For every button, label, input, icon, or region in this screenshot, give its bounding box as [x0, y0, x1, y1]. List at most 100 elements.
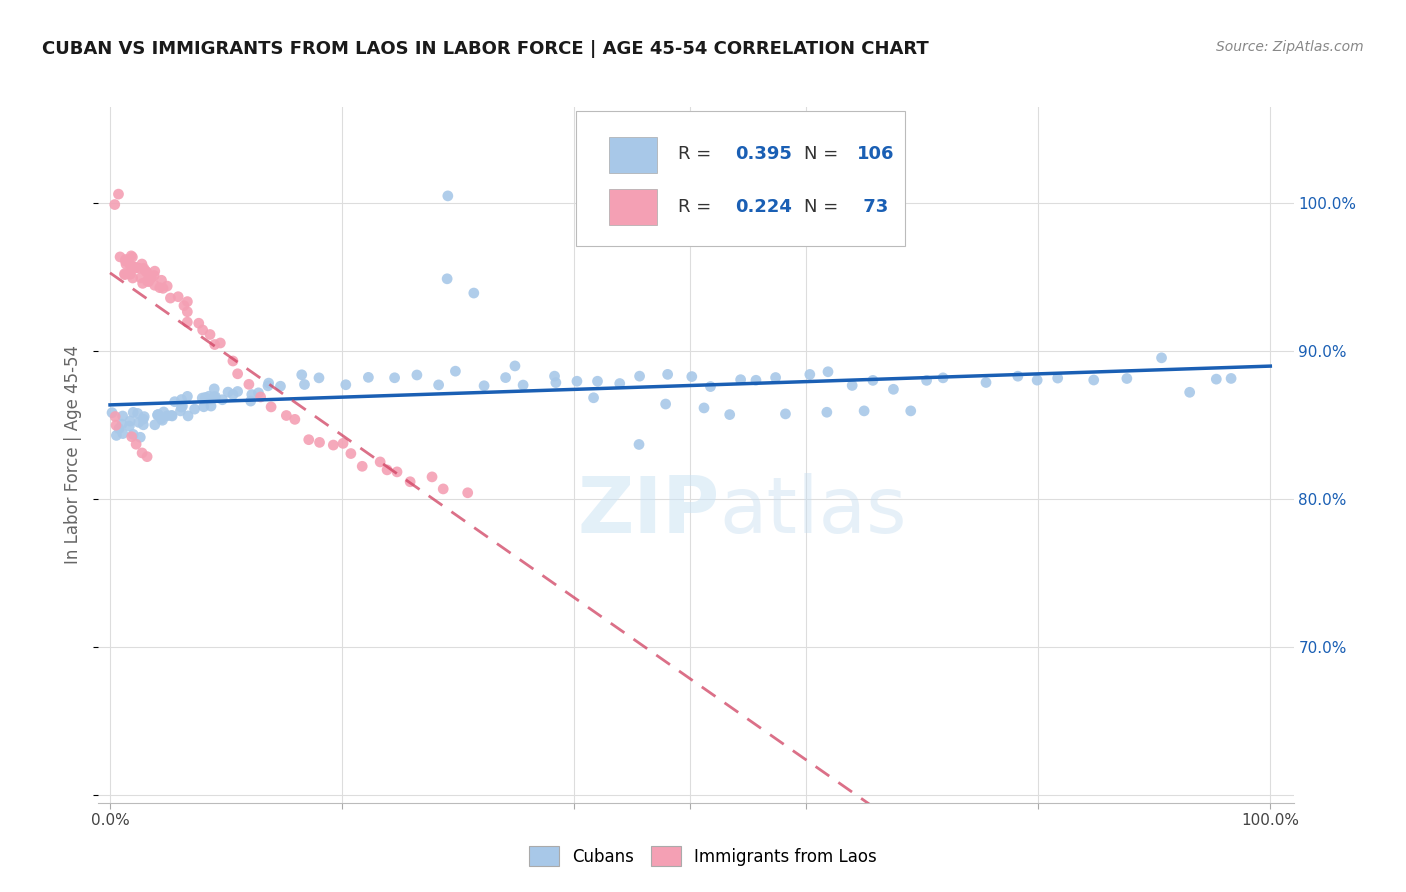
Point: [163, 394, 186, 409]
Point: [118, 419, 141, 434]
Point: [132, 417, 155, 432]
Legend: Cubans, Immigrants from Laos: Cubans, Immigrants from Laos: [520, 838, 886, 875]
Point: [900, 404, 922, 418]
Point: [104, 409, 127, 424]
Point: [111, 426, 134, 441]
Text: R =: R =: [678, 145, 717, 163]
Point: [357, 370, 380, 384]
Point: [308, 371, 330, 385]
Point: [841, 378, 863, 392]
Point: [121, 430, 143, 444]
Point: [335, 377, 357, 392]
Point: [129, 430, 152, 444]
Point: [226, 384, 249, 399]
Point: [200, 399, 222, 413]
Point: [118, 258, 141, 272]
Point: [131, 277, 153, 291]
Point: [1115, 371, 1137, 385]
Point: [222, 354, 245, 368]
Point: [176, 315, 198, 329]
Point: [143, 264, 166, 278]
Point: [693, 401, 716, 415]
Point: [111, 409, 134, 423]
Point: [718, 408, 741, 422]
Point: [173, 299, 195, 313]
Point: [437, 189, 460, 203]
Point: [191, 391, 214, 405]
FancyBboxPatch shape: [576, 111, 905, 246]
Point: [128, 261, 150, 276]
Point: [136, 274, 159, 288]
Point: [406, 368, 429, 382]
Point: [172, 399, 194, 413]
Point: [114, 268, 136, 282]
Point: [384, 371, 406, 385]
Point: [202, 390, 225, 404]
Point: [322, 438, 344, 452]
Point: [1205, 372, 1227, 386]
Point: [127, 406, 149, 420]
Point: [118, 267, 141, 281]
Point: [1178, 385, 1201, 400]
Point: [152, 413, 174, 427]
Point: [202, 382, 225, 396]
Point: [160, 409, 183, 423]
Point: [226, 367, 249, 381]
Point: [143, 417, 166, 432]
Point: [628, 369, 651, 384]
Point: [399, 475, 422, 489]
Point: [150, 273, 173, 287]
Point: [170, 392, 193, 407]
Point: [143, 268, 166, 283]
Point: [260, 400, 283, 414]
Point: [111, 417, 134, 432]
Point: [125, 437, 148, 451]
Point: [176, 294, 198, 309]
Point: [1046, 371, 1069, 385]
Point: [146, 408, 169, 422]
Point: [143, 278, 166, 293]
Point: [627, 437, 650, 451]
Point: [817, 365, 839, 379]
Point: [209, 336, 232, 351]
Point: [124, 260, 146, 275]
Point: [114, 267, 136, 281]
Point: [131, 257, 153, 271]
Point: [139, 272, 162, 286]
Point: [308, 435, 330, 450]
Text: 0.224: 0.224: [735, 197, 793, 216]
Point: [120, 249, 142, 263]
Point: [730, 373, 752, 387]
Point: [1026, 373, 1049, 387]
Point: [745, 373, 768, 387]
Text: atlas: atlas: [720, 473, 907, 549]
Point: [187, 316, 209, 330]
Point: [238, 377, 260, 392]
Point: [152, 405, 174, 419]
Point: [167, 290, 190, 304]
Point: [799, 368, 821, 382]
Point: [115, 257, 138, 271]
Point: [183, 402, 205, 417]
Point: [385, 465, 408, 479]
Point: [134, 409, 156, 424]
Point: [654, 397, 676, 411]
Point: [101, 406, 124, 420]
Point: [298, 433, 321, 447]
Point: [853, 404, 876, 418]
Point: [436, 272, 458, 286]
Point: [276, 409, 298, 423]
Point: [176, 304, 198, 318]
Text: R =: R =: [678, 197, 717, 216]
Point: [543, 369, 565, 384]
Point: [156, 279, 179, 293]
Point: [974, 376, 997, 390]
Point: [129, 271, 152, 285]
Point: [340, 446, 363, 460]
Point: [204, 390, 226, 404]
Point: [204, 337, 226, 351]
Point: [104, 197, 127, 211]
Point: [247, 385, 270, 400]
Point: [108, 421, 131, 435]
Point: [121, 271, 143, 285]
